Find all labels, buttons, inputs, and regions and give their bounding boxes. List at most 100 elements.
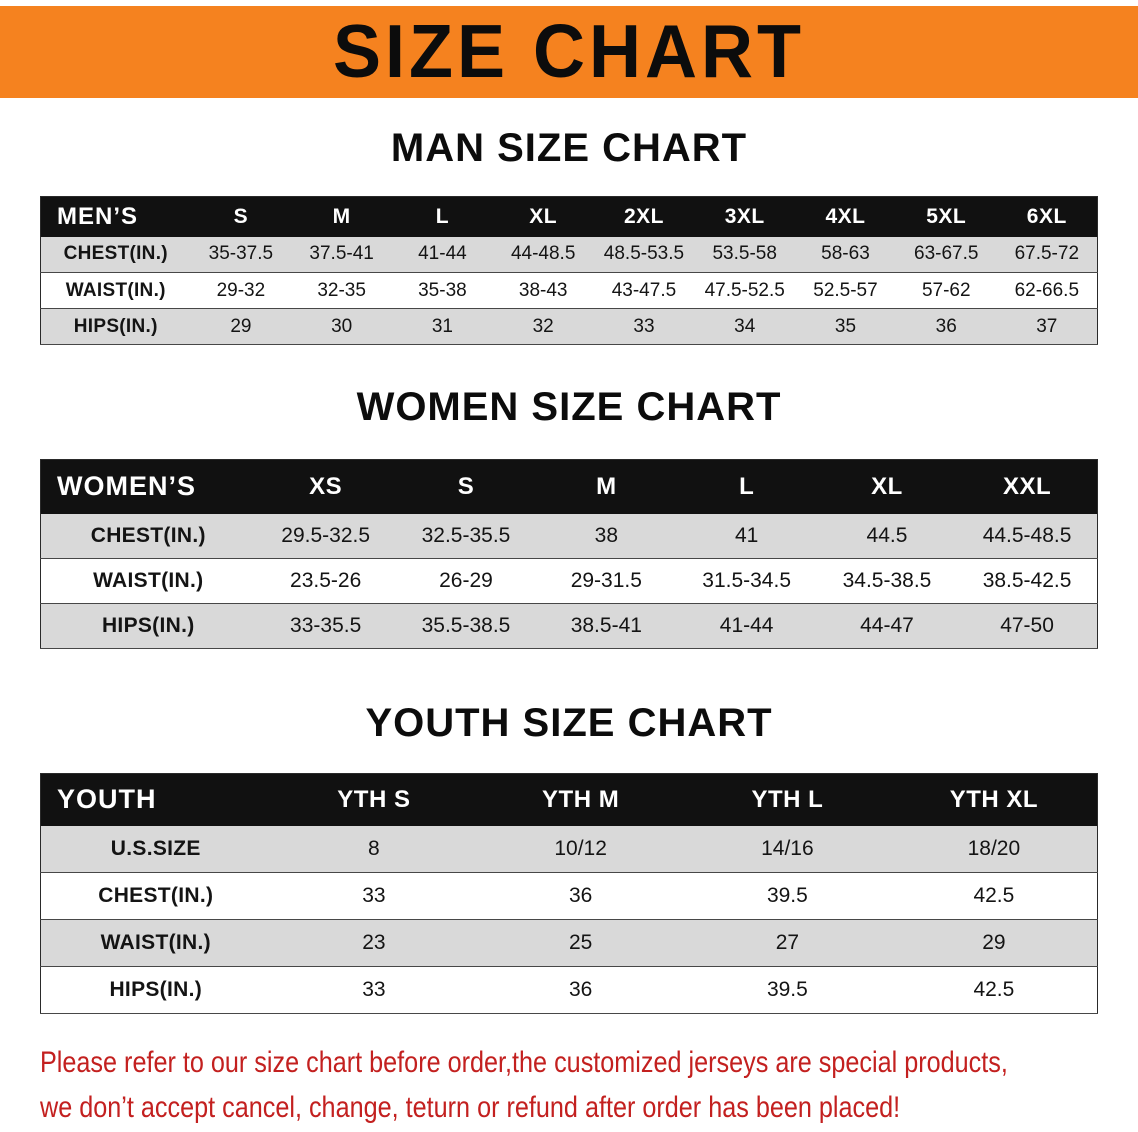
men-size-table: MEN’S S M L XL 2XL 3XL 4XL 5XL 6XL CHEST(IN.) 35-37… [40,196,1098,345]
size-column-header: XL [492,196,594,237]
size-column-header: YTH M [477,773,684,826]
size-value-cell: 8 [368,836,380,860]
measurement-row-label: WAIST(IN.) [100,931,211,954]
size-value-cell: 52.5-57 [813,279,878,301]
size-value-cell: 29-31.5 [570,569,642,592]
size-value-cell: 10/12 [554,836,607,860]
table-row: CHEST(IN.) 29.5-32.5 32.5-35.5 38 41 44.5 44.5… [40,513,1098,559]
size-value-cell: 47-50 [1000,614,1054,637]
size-column-header: XS [255,459,396,514]
table-row: WAIST(IN.) 29-32 32-35 35-38 38-43 43-47.5 47.… [40,272,1098,309]
size-value-cell: 42.5 [973,978,1015,1001]
size-value-cell: 33-35.5 [290,614,362,637]
measurement-row-label: HIPS(IN.) [73,315,158,337]
table-header-row: WOMEN’S XS S M L XL XXL [40,459,1098,514]
size-value-cell: 33 [633,315,655,337]
size-value-cell: 25 [568,931,593,954]
measurement-row-label: WAIST(IN.) [65,279,166,301]
measurement-row-label: CHEST(IN.) [63,243,168,265]
size-column-header: L [392,196,493,237]
size-value-cell: 58-63 [821,243,870,265]
size-value-cell: 32-35 [317,279,366,301]
size-value-cell: 31.5-34.5 [702,569,792,592]
size-value-cell: 39.5 [766,978,808,1001]
size-column-header: S [395,459,537,514]
size-value-cell: 29.5-32.5 [281,523,371,547]
youth-section-heading: YOUTH SIZE CHART [365,701,773,745]
size-value-cell: 42.5 [973,884,1015,907]
size-column-header: 3XL [694,196,796,237]
measurement-row-label: CHEST(IN.) [90,523,206,547]
table-row: U.S.SIZE 8 10/12 14/16 18/20 [40,825,1098,873]
size-value-cell: 27 [775,931,800,954]
size-column-header: YTH XL [890,773,1098,826]
size-column-header: S [190,196,292,237]
size-value-cell: 67.5-72 [1014,243,1080,265]
size-value-cell: 53.5-58 [712,243,777,265]
measurement-row-label: U.S.SIZE [110,836,201,860]
size-value-cell: 44.5-48.5 [982,523,1072,547]
size-value-cell: 23.5-26 [290,569,362,592]
size-value-cell: 36 [935,315,957,337]
size-value-cell: 62-66.5 [1014,279,1080,301]
size-value-cell: 35-37.5 [208,243,274,265]
table-row: CHEST(IN.) 33 36 39.5 42.5 [40,872,1098,920]
size-value-cell: 36 [568,884,593,907]
size-value-cell: 63-67.5 [914,243,979,265]
size-column-header: L [676,459,817,514]
size-value-cell: 30 [331,315,353,337]
size-value-cell: 35.5-38.5 [421,614,511,637]
size-column-header: YTH S [270,773,478,826]
table-header-row: MEN’S S M L XL 2XL 3XL 4XL 5XL 6XL [40,196,1098,237]
size-value-cell: 35 [834,315,857,337]
men-section: MAN SIZE CHART MEN’S S M L XL 2XL 3XL 4XL 5XL 6XL… [0,126,1138,345]
size-value-cell: 34.5-38.5 [842,569,932,592]
size-value-cell: 37 [1036,315,1058,337]
size-value-cell: 32 [532,315,554,337]
size-value-cell: 44.5 [866,523,908,547]
size-value-cell: 33 [362,978,386,1001]
size-column-header: M [291,196,393,237]
measurement-row-label: HIPS(IN.) [101,614,195,637]
size-value-cell: 41 [734,523,759,547]
size-value-cell: 14/16 [761,836,814,860]
women-section: WOMEN SIZE CHART WOMEN’S XS S M L XL XXL CHEST(… [0,385,1138,649]
size-value-cell: 23 [362,931,386,954]
banner: SIZE CHART [0,6,1138,98]
size-column-header: 2XL [593,196,695,237]
banner-title: SIZE CHART [333,10,805,95]
size-value-cell: 32.5-35.5 [421,523,511,547]
size-value-cell: 18/20 [967,836,1021,860]
table-row: HIPS(IN.) 29 30 31 32 33 34 35 36 37 [40,308,1098,345]
youth-section: YOUTH SIZE CHART YOUTH YTH S YTH M YTH L YTH… [0,701,1138,1014]
size-column-header: M [536,459,677,514]
size-value-cell: 29-32 [216,279,266,301]
table-corner-label: YOUTH [40,773,271,826]
size-value-cell: 38.5-41 [570,614,642,637]
table-row: HIPS(IN.) 33 36 39.5 42.5 [40,966,1098,1014]
table-corner-label: MEN’S [40,196,191,237]
table-row: CHEST(IN.) 35-37.5 37.5-41 41-44 44-48.5 48.5… [40,236,1098,273]
size-column-header: XL [816,459,958,514]
table-header-row: YOUTH YTH S YTH M YTH L YTH XL [40,773,1098,826]
size-value-cell: 43-47.5 [611,279,677,301]
size-value-cell: 39.5 [766,884,808,907]
size-value-cell: 31 [431,315,453,337]
measurement-row-label: HIPS(IN.) [109,978,203,1001]
table-row: WAIST(IN.) 23 25 27 29 [40,919,1098,967]
size-value-cell: 35-38 [418,279,467,301]
size-value-cell: 44-47 [860,614,914,637]
size-value-cell: 37.5-41 [309,243,374,265]
size-value-cell: 38.5-42.5 [982,569,1072,592]
measurement-row-label: WAIST(IN.) [93,569,204,592]
size-value-cell: 44-48.5 [510,243,576,265]
size-value-cell: 33 [362,884,386,907]
size-value-cell: 38-43 [518,279,568,301]
table-corner-label: WOMEN’S [40,459,256,514]
size-value-cell: 36 [568,978,593,1001]
women-size-table: WOMEN’S XS S M L XL XXL CHEST(IN.) 29.5-32.5 32.5… [40,459,1098,649]
table-row: WAIST(IN.) 23.5-26 26-29 29-31.5 31.5-34.5 34… [40,558,1098,604]
size-value-cell: 34 [734,315,756,337]
men-section-heading: MAN SIZE CHART [390,126,748,170]
